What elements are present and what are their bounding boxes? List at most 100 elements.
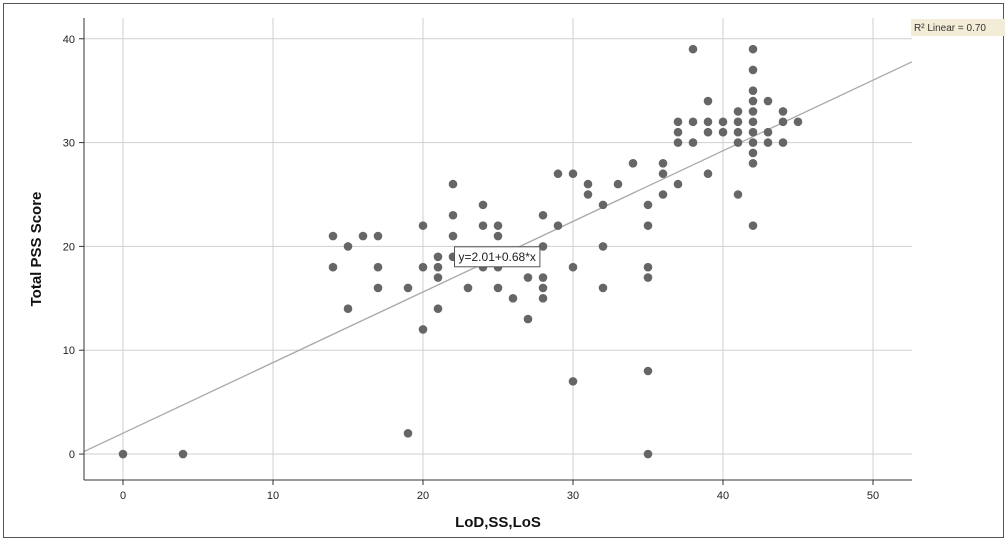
data-point <box>673 138 683 147</box>
data-point <box>358 231 368 241</box>
data-point <box>643 262 653 272</box>
data-point <box>778 107 788 116</box>
data-point <box>658 190 668 199</box>
data-point <box>748 96 758 106</box>
data-point <box>703 169 713 179</box>
data-point <box>448 179 458 189</box>
x-tick-label: 20 <box>417 490 429 502</box>
data-point <box>763 127 773 137</box>
data-point <box>553 169 563 179</box>
data-point <box>628 159 638 168</box>
data-point <box>673 127 683 137</box>
data-point <box>418 221 428 230</box>
data-point <box>733 190 743 199</box>
x-tick-label: 40 <box>717 490 729 502</box>
fit-equation-box: y=2.01+0.68*x <box>454 246 541 268</box>
data-point <box>418 262 428 272</box>
data-point <box>478 221 488 230</box>
y-tick-label: 20 <box>63 241 75 253</box>
data-point <box>748 107 758 116</box>
data-point <box>343 304 353 313</box>
data-point <box>373 262 383 272</box>
y-tick-label: 40 <box>63 34 75 46</box>
data-point <box>598 242 608 251</box>
data-point <box>718 117 728 127</box>
data-point <box>373 283 383 293</box>
x-tick-label: 10 <box>267 490 279 502</box>
data-point <box>403 283 413 293</box>
data-point <box>433 304 443 313</box>
data-point <box>733 138 743 147</box>
data-point <box>733 117 743 127</box>
data-point <box>748 159 758 168</box>
data-points <box>118 44 803 459</box>
x-tick-label: 50 <box>867 490 879 502</box>
data-point <box>793 117 803 127</box>
data-point <box>658 169 668 179</box>
data-point <box>643 273 653 282</box>
data-point <box>523 273 533 282</box>
data-point <box>748 65 758 75</box>
data-point <box>778 138 788 147</box>
data-point <box>538 283 548 293</box>
data-point <box>433 252 443 262</box>
data-point <box>433 262 443 272</box>
data-point <box>538 294 548 303</box>
data-point <box>733 107 743 116</box>
data-point <box>538 210 548 220</box>
fit-equation-label: y=2.01+0.68*x <box>459 250 536 264</box>
r-squared-badge: R² Linear = 0.70 <box>911 19 1005 36</box>
y-tick-label: 30 <box>63 138 75 150</box>
data-point <box>568 377 578 386</box>
data-point <box>328 231 338 241</box>
data-point <box>178 449 188 459</box>
data-point <box>538 273 548 282</box>
data-point <box>673 117 683 127</box>
data-point <box>523 314 533 324</box>
data-point <box>718 127 728 137</box>
data-point <box>748 138 758 147</box>
r-squared-label: R² Linear = 0.70 <box>914 23 986 34</box>
y-axis-title: Total PSS Score <box>28 192 45 307</box>
data-point <box>763 138 773 147</box>
data-point <box>703 117 713 127</box>
data-point <box>508 294 518 303</box>
data-point <box>568 262 578 272</box>
data-point <box>688 138 698 147</box>
data-point <box>583 190 593 199</box>
data-point <box>748 86 758 95</box>
data-point <box>703 96 713 106</box>
data-point <box>403 428 413 438</box>
data-point <box>748 117 758 127</box>
data-point <box>598 200 608 210</box>
grid-lines <box>84 18 912 480</box>
data-point <box>643 449 653 459</box>
data-point <box>478 200 488 210</box>
data-point <box>463 283 473 293</box>
y-tick-label: 10 <box>63 345 75 357</box>
data-point <box>643 366 653 376</box>
data-point <box>688 44 698 54</box>
data-point <box>433 273 443 282</box>
data-point <box>118 449 128 459</box>
data-point <box>553 221 563 230</box>
data-point <box>748 221 758 230</box>
axes: 0 10 20 30 40 50 0 10 20 30 40 <box>63 18 912 502</box>
data-point <box>493 221 503 230</box>
data-point <box>658 159 668 168</box>
data-point <box>733 127 743 137</box>
data-point <box>328 262 338 272</box>
data-point <box>343 242 353 251</box>
data-point <box>688 117 698 127</box>
fit-equation-frame <box>454 246 541 268</box>
data-point <box>703 127 713 137</box>
data-point <box>748 127 758 137</box>
data-point <box>763 96 773 106</box>
data-point <box>448 210 458 220</box>
data-point <box>493 283 503 293</box>
data-point <box>583 179 593 189</box>
data-point <box>778 117 788 127</box>
data-point <box>598 283 608 293</box>
data-point <box>568 169 578 179</box>
